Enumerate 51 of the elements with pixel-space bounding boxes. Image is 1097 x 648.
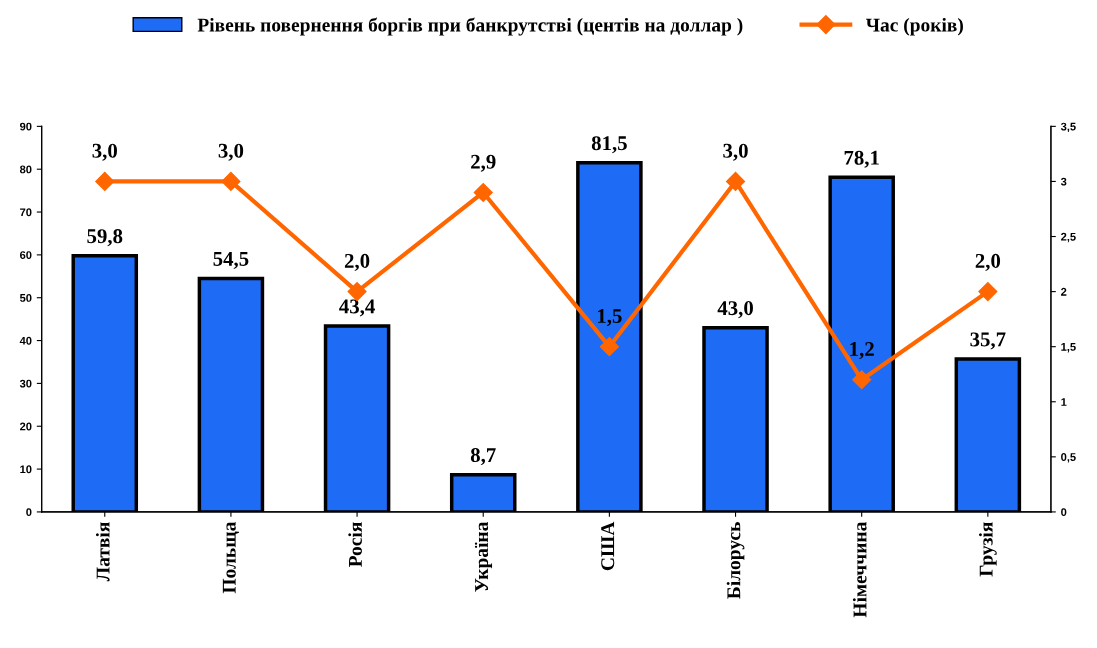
y2-tick-label: 3,5	[1060, 122, 1076, 133]
y2-tick-label: 1	[1061, 398, 1067, 406]
x-tick-label: Україна	[474, 521, 493, 592]
y2-tick-label: 2	[1061, 287, 1067, 296]
y-tick-label: 0	[26, 508, 32, 517]
y2-tick-label: 1,5	[1061, 343, 1076, 353]
data-label: 43,0	[717, 301, 753, 319]
data-label: 43,4	[339, 299, 375, 317]
y-tick-label: 70	[20, 208, 32, 217]
data-label: 54,5	[213, 251, 249, 269]
data-label: 59,8	[87, 229, 123, 247]
x-tick-label: Німеччина	[852, 521, 867, 618]
point	[978, 282, 998, 302]
y-tick-label: 40	[19, 336, 32, 345]
data-label: 3,0	[218, 143, 244, 161]
data-label: 2,0	[344, 253, 370, 271]
data-label: 3,0	[92, 143, 117, 161]
y2-tick-label: 0,5	[1061, 453, 1076, 463]
x-tick-label: Росія	[348, 522, 362, 567]
data-label: 1,5	[598, 309, 622, 327]
x-tick-label: США	[601, 521, 615, 571]
point	[221, 171, 241, 191]
y2-tick-label: 2,5	[1061, 232, 1076, 243]
point	[599, 337, 619, 357]
data-label: 8,7	[470, 448, 496, 466]
y-tick-label: 90	[19, 122, 32, 131]
x-tick-label: Грузія	[979, 522, 997, 577]
point	[726, 171, 746, 191]
y2-tick-label: 3	[1060, 177, 1067, 186]
y-tick-label: 80	[19, 165, 32, 174]
x-tick-label: Білорусь	[726, 522, 745, 599]
point	[473, 182, 493, 202]
y-tick-label: 10	[20, 465, 32, 474]
data-label: 81,5	[591, 136, 627, 154]
point	[852, 370, 872, 390]
data-label: 2,0	[975, 253, 1001, 271]
data-label: 2,9	[471, 154, 496, 172]
point	[95, 171, 115, 191]
y-tick-label: 50	[19, 293, 32, 302]
data-label: 78,1	[844, 150, 879, 168]
x-tick-label: Польща	[222, 521, 239, 594]
data-label: 3,0	[723, 143, 748, 161]
y-tick-label: 60	[20, 251, 32, 260]
data-label: 35,7	[970, 332, 1006, 350]
x-tick-label: Латвія	[95, 522, 110, 582]
y-tick-label: 30	[19, 379, 32, 388]
legend-label: Рівень повернення боргів при банкрутстві (центів на доллар )	[197, 17, 743, 36]
data-label: 1,2	[850, 342, 874, 360]
y2-tick-label: 0	[1061, 508, 1067, 517]
y-tick-label: 20	[19, 422, 32, 431]
legend-label: Час (років)	[865, 17, 963, 36]
